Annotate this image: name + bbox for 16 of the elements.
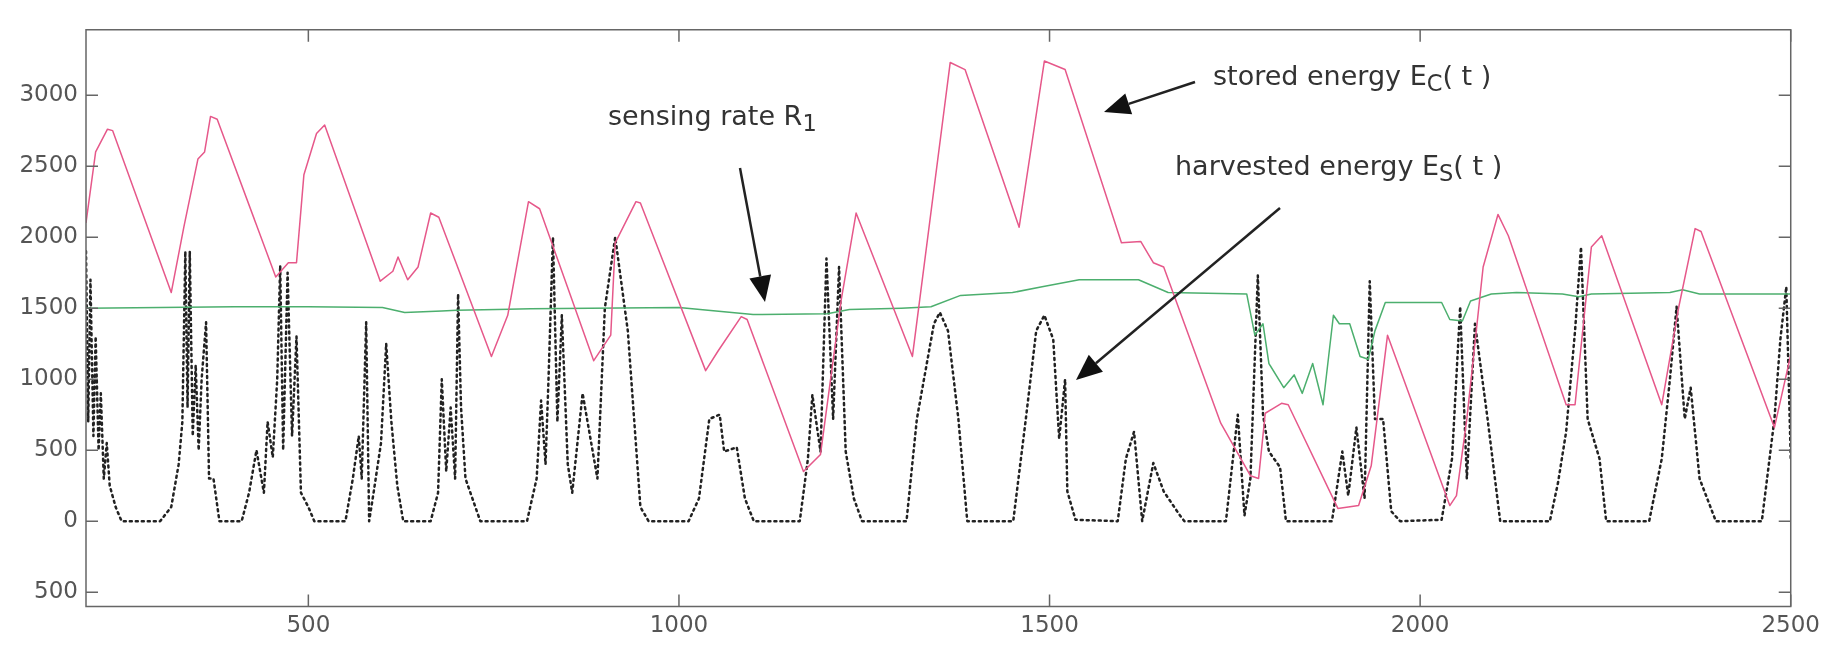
y-tick-label: 0: [63, 506, 78, 533]
y-tick-label: 2500: [19, 151, 78, 178]
annotation: sensing rate R$_{1}$: [608, 100, 817, 137]
y-tick-label: 2000: [19, 222, 78, 249]
y-tick-label: 1000: [19, 364, 78, 391]
annotation: harvested energy E$_{S}$( t ): [1175, 150, 1503, 187]
annotation: stored energy E$_{C}$( t ): [1213, 60, 1492, 97]
x-tick-label: 1500: [1020, 611, 1079, 638]
y-tick-label: 500: [34, 577, 78, 604]
y-tick-label: 1500: [19, 293, 78, 320]
x-tick-label: 2000: [1390, 611, 1450, 638]
x-tick-label: 500: [286, 611, 331, 638]
y-tick-label: 500: [34, 435, 78, 462]
x-tick-label: 2500: [1761, 611, 1821, 638]
y-tick-label: 3000: [19, 80, 78, 107]
x-tick-label: 1000: [649, 611, 709, 638]
